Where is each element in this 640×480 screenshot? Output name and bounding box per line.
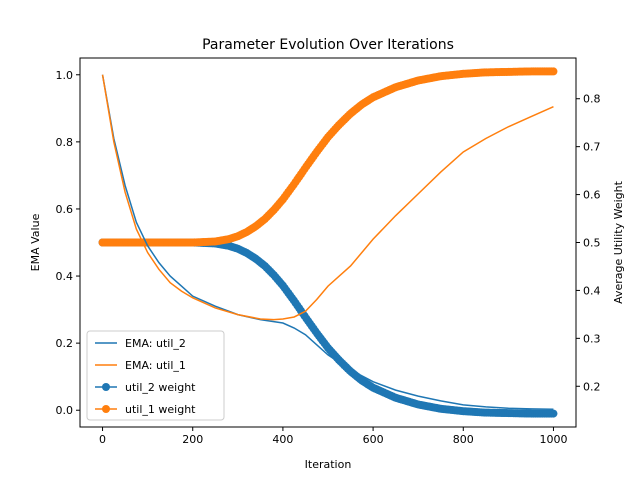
axis-ticks: 0 200 400 600 800 1000 0.0 0.2 0.4 0.6 0.8 1.0 0.2 0.… — [56, 69, 601, 446]
series-ema-util-2 — [101, 74, 554, 410]
y2-axis-label: Average Utility Weight — [612, 180, 625, 304]
y-tick-label: 0.6 — [56, 203, 74, 216]
y2-tick-label: 0.7 — [583, 141, 601, 154]
y-tick-label: 1.0 — [56, 69, 74, 82]
x-tick-label: 1000 — [539, 433, 567, 446]
series-util-1-weight — [98, 67, 558, 247]
y-tick-label: 0.8 — [56, 136, 74, 149]
legend-label-util-2-weight: util_2 weight — [125, 381, 196, 394]
legend-marker-util-1-weight — [102, 405, 110, 413]
legend-label-util-1-weight: util_1 weight — [125, 403, 196, 416]
y-axis-label: EMA Value — [29, 213, 42, 271]
y2-tick-label: 0.3 — [583, 332, 601, 345]
series-ema-util-1 — [101, 74, 554, 321]
series-line-ema-util-2 — [101, 74, 554, 410]
x-tick-label: 800 — [453, 433, 474, 446]
x-tick-label: 200 — [182, 433, 203, 446]
y2-tick-label: 0.4 — [583, 284, 601, 297]
y2-tick-label: 0.6 — [583, 189, 601, 202]
legend-label-ema-util-2: EMA: util_2 — [125, 337, 186, 350]
legend-marker-util-2-weight — [102, 383, 110, 391]
legend-label-ema-util-1: EMA: util_1 — [125, 359, 186, 372]
series-line-ema-util-1 — [101, 74, 554, 321]
x-axis-label: Iteration — [305, 458, 352, 471]
y-tick-label: 0.2 — [56, 337, 74, 350]
legend-box — [86, 330, 225, 421]
data-point — [549, 67, 558, 76]
plot-series — [98, 67, 558, 418]
legend: EMA: util_2 EMA: util_1 util_2 weight util_… — [86, 330, 225, 421]
y-tick-label: 0.0 — [56, 404, 74, 417]
chart-title: Parameter Evolution Over Iterations — [202, 37, 454, 53]
y2-tick-label: 0.5 — [583, 237, 601, 250]
y-tick-label: 0.4 — [56, 270, 74, 283]
y2-tick-label: 0.2 — [583, 380, 601, 393]
y2-tick-label: 0.8 — [583, 93, 601, 106]
x-tick-label: 400 — [272, 433, 293, 446]
data-point — [549, 409, 558, 418]
x-tick-label: 600 — [363, 433, 384, 446]
x-tick-label: 0 — [99, 433, 106, 446]
